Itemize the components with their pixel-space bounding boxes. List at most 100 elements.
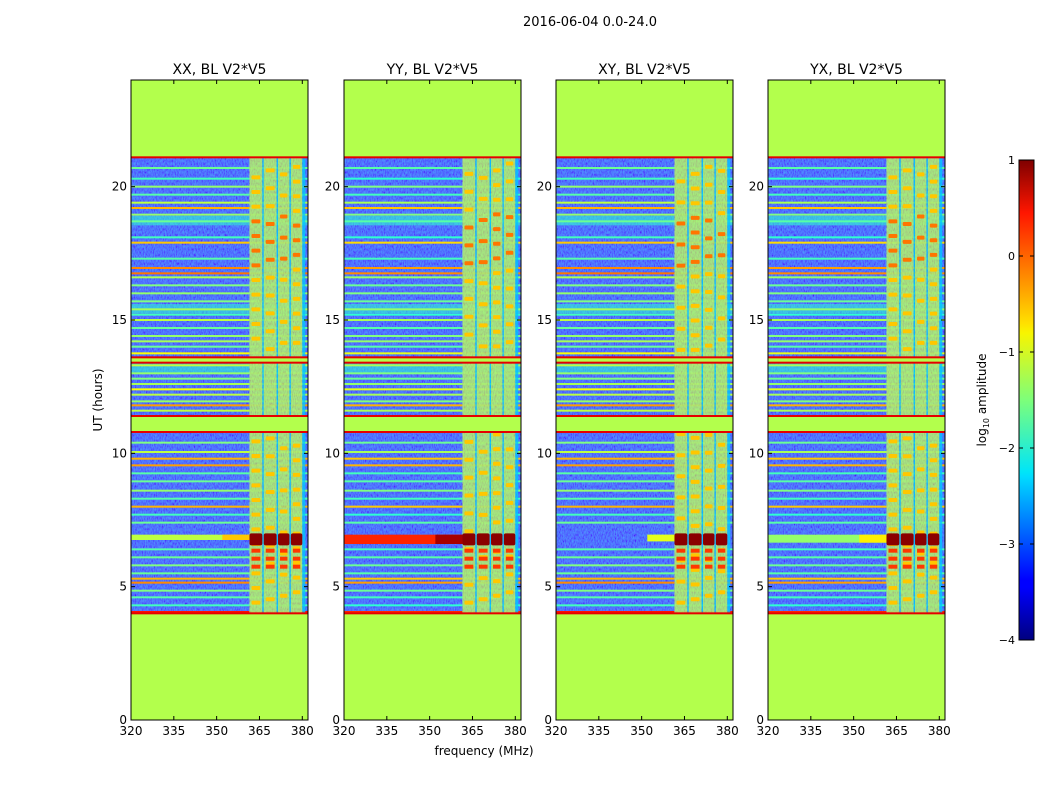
rfi-spot [265, 490, 275, 494]
rfi-spot [292, 208, 301, 213]
rfi-line [768, 364, 945, 367]
panel-frame [555, 79, 734, 721]
rfi-line [556, 604, 733, 607]
rfi-line [768, 581, 945, 584]
rfi-spot [292, 516, 301, 521]
rfi-spot [888, 263, 898, 268]
rfi-spot [690, 274, 700, 279]
rfi-spot [690, 479, 700, 484]
rfi-line [344, 513, 521, 516]
rfi-spot [280, 298, 288, 303]
rfi-spot [292, 340, 301, 345]
rfi-strong-block [462, 533, 476, 546]
rfi-spot [280, 193, 288, 198]
rfi-spot [929, 340, 938, 345]
rfi-spot [717, 484, 726, 489]
colorbar-tick-label: −1 [999, 346, 1015, 359]
rfi-spot [478, 218, 488, 222]
rfi-channel-noise [900, 157, 914, 614]
rfi-line [344, 185, 521, 188]
colorbar-label-log: log [975, 428, 989, 446]
rfi-spot-strong [690, 548, 700, 553]
rfi-strip [131, 534, 250, 540]
rfi-spot-strong [888, 548, 898, 553]
rfi-line [556, 364, 733, 367]
rfi-line [768, 388, 945, 391]
rfi-spot [929, 590, 938, 595]
rfi-line [768, 564, 945, 567]
flag-edge-line [556, 612, 733, 615]
rfi-spot [917, 193, 925, 198]
rfi-spot [251, 468, 261, 473]
rfi-spot [888, 307, 898, 312]
channel-gap [302, 157, 306, 614]
rfi-spot-strong [251, 556, 261, 561]
rfi-spot [705, 343, 713, 348]
rfi-spot-strong [902, 556, 912, 561]
rfi-spot [902, 579, 912, 584]
rfi-spot [505, 232, 514, 237]
rfi-spot [676, 263, 686, 268]
rfi-spot [251, 278, 261, 282]
rfi-spot [251, 263, 261, 268]
rfi-spot [251, 454, 261, 458]
rfi-spot [888, 483, 898, 488]
rfi-strong-block [703, 533, 715, 546]
rfi-channel-noise [703, 157, 715, 614]
flag-edge-line [768, 156, 945, 159]
rfi-spot [251, 234, 261, 238]
colorbar-tick-label: 0 [1008, 250, 1015, 263]
rfi-line [556, 207, 733, 209]
rfi-line [344, 267, 521, 269]
rfi-spot [917, 319, 925, 324]
rfi-line [131, 589, 308, 592]
rfi-spot [464, 475, 474, 480]
rfi-spot [478, 512, 488, 517]
rfi-spot [929, 282, 938, 287]
rfi-line [344, 377, 521, 380]
rfi-line [131, 177, 308, 180]
rfi-spot [464, 529, 474, 534]
colorbar-label-rest: amplitude [975, 354, 989, 418]
rfi-line [344, 327, 521, 329]
rfi-line [131, 604, 308, 607]
rfi-spot [705, 575, 713, 580]
rfi-spot [676, 242, 686, 247]
rfi-spot [493, 461, 501, 466]
rfi-spot [280, 256, 288, 261]
rfi-spot [505, 268, 514, 273]
rfi-spot [705, 450, 713, 455]
rfi-spot [292, 267, 301, 272]
flag-edge-line [131, 431, 308, 433]
rfi-line [131, 497, 308, 500]
rfi-line [556, 393, 733, 396]
rfi-spot [888, 219, 898, 224]
rfi-spot [705, 468, 713, 473]
rfi-line [556, 464, 733, 467]
rfi-spot [464, 600, 474, 605]
rfi-spot [902, 204, 912, 209]
colorbar-tick-label: 1 [1008, 154, 1015, 167]
rfi-spot-strong [251, 548, 261, 553]
rfi-spot [265, 525, 275, 530]
rfi-line [556, 300, 733, 303]
rfi-line [556, 596, 733, 599]
rfi-line [768, 220, 945, 223]
rfi-line [768, 213, 945, 216]
rfi-spot [505, 322, 514, 327]
rfi-line [344, 177, 521, 180]
rfi-spot [902, 186, 912, 191]
y-tick-label: 0 [119, 713, 127, 727]
rfi-line [768, 400, 945, 403]
rfi-line [768, 292, 945, 295]
rfi-spot [929, 502, 938, 507]
colorbar-tick-label: −4 [999, 634, 1015, 647]
y-tick-label: 15 [112, 313, 127, 327]
rfi-line [556, 383, 733, 385]
rfi-line [768, 464, 945, 467]
rfi-line [131, 272, 308, 275]
rfi-spot [265, 275, 275, 280]
rfi-line [556, 213, 733, 216]
rfi-spot [493, 183, 501, 188]
rfi-spot [690, 318, 700, 323]
